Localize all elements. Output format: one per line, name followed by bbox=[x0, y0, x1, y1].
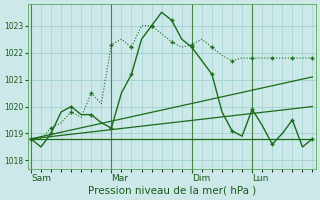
X-axis label: Pression niveau de la mer( hPa ): Pression niveau de la mer( hPa ) bbox=[88, 186, 256, 196]
